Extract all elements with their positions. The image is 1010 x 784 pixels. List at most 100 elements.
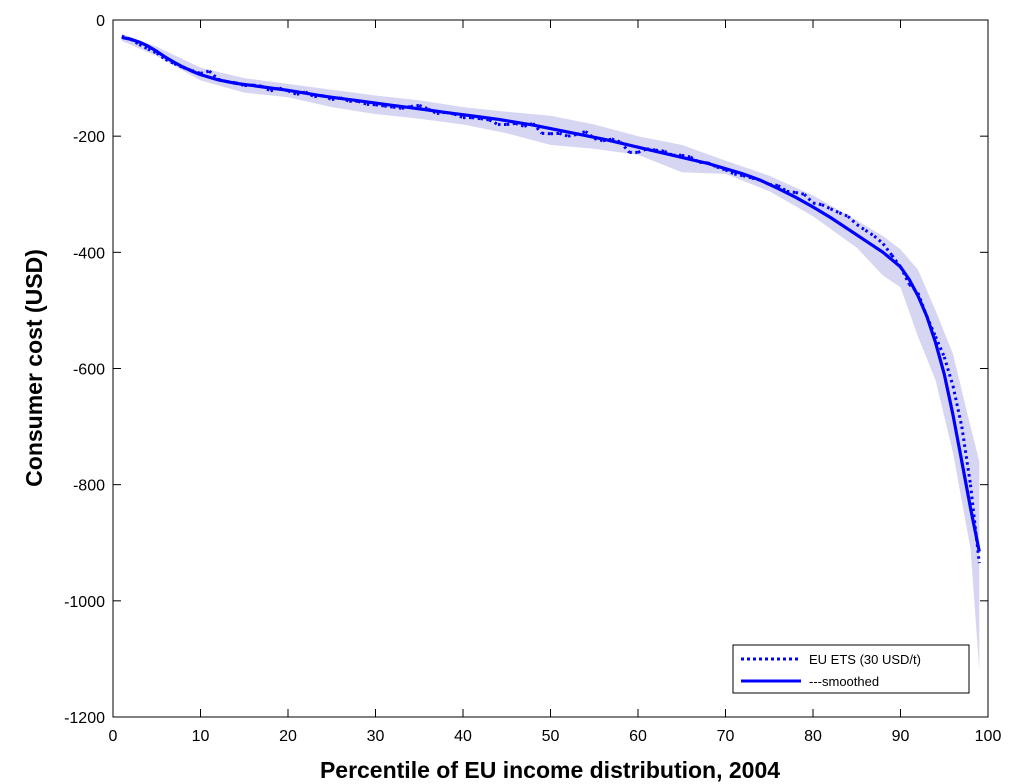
ets-series-segment	[942, 356, 955, 387]
ets-series-segment	[803, 193, 815, 205]
ets-series-segment	[873, 234, 884, 245]
legend: EU ETS (30 USD/t) ---smoothed	[732, 644, 970, 694]
ets-series-segment	[663, 149, 674, 157]
x-tick-label: 60	[629, 728, 647, 745]
ets-series-segment	[375, 103, 385, 108]
legend-label-smoothed: ---smoothed	[809, 674, 879, 689]
ets-series-segment	[655, 148, 665, 153]
ets-series-segment	[217, 77, 228, 84]
ets-series-segment	[304, 90, 316, 99]
ets-series-segment	[969, 484, 981, 564]
ets-series-segment	[208, 70, 220, 81]
ets-series-segment	[646, 147, 656, 152]
x-tick-label: 10	[192, 728, 210, 745]
ets-series-segment	[786, 189, 796, 194]
ets-series-segment	[436, 110, 446, 115]
x-tick-label: 0	[109, 728, 118, 745]
x-tick-label: 50	[542, 728, 560, 745]
x-tick-label: 30	[367, 728, 385, 745]
ets-series-segment	[916, 292, 929, 317]
ets-series-segment	[724, 168, 735, 176]
y-tick-label: 0	[96, 13, 105, 30]
ets-series-segment	[410, 103, 420, 108]
ets-series-segment	[593, 137, 604, 143]
ets-series-segment	[331, 96, 341, 102]
ets-series-segment	[427, 107, 438, 115]
ets-series-segment	[384, 104, 394, 109]
ets-series-segment	[699, 160, 709, 165]
smoothed-series-line	[121, 35, 981, 552]
y-tick-label: -800	[73, 478, 105, 495]
y-axis-title: Consumer cost (USD)	[21, 249, 47, 487]
ets-series-segment	[278, 86, 289, 93]
ets-series-segment	[453, 112, 464, 119]
ets-series-segment	[838, 211, 849, 218]
ets-series-segment	[812, 201, 823, 207]
ets-series-segment	[270, 86, 280, 93]
x-tick-label: 100	[975, 728, 1002, 745]
y-tick-label: -1200	[64, 710, 105, 727]
ets-series-segment	[138, 43, 149, 51]
ets-series-segment	[855, 223, 867, 232]
ets-series-segment	[506, 121, 516, 126]
ets-series-segment	[339, 96, 350, 103]
ets-series-segment	[392, 105, 403, 110]
ets-series-segment	[226, 80, 236, 85]
ets-series-segment	[314, 94, 324, 99]
ets-series-segment	[777, 184, 788, 193]
ets-series-segment	[707, 161, 718, 169]
y-tick-label: -600	[73, 362, 105, 379]
ets-series-segment	[488, 118, 499, 126]
x-tick-label: 80	[804, 728, 822, 745]
ets-series-segment	[846, 215, 858, 226]
x-tick-label: 20	[279, 728, 297, 745]
ets-series-segment	[689, 155, 701, 164]
ets-series-segment	[637, 147, 648, 154]
ets-series-segment	[864, 229, 876, 238]
ets-series-segment	[576, 130, 586, 136]
ets-series-segment	[287, 89, 298, 96]
ets-series-segment	[357, 99, 368, 106]
ets-series-segment	[129, 37, 141, 46]
y-tick-label: -400	[73, 245, 105, 262]
ets-series-segment	[951, 385, 964, 427]
ets-series-segment	[471, 116, 481, 121]
ets-series-segment	[515, 121, 525, 128]
ets-series-segment	[602, 137, 613, 143]
ets-series-segment	[829, 207, 840, 215]
ets-series-segment	[296, 90, 306, 96]
y-axis-ticks: 0 -200 -400 -600 -800 -1000 -1200	[64, 13, 988, 727]
ets-series-segment	[155, 51, 167, 61]
ets-series-segment	[366, 102, 376, 107]
ets-series-segment	[925, 315, 937, 338]
ets-series-segment	[191, 69, 201, 75]
x-tick-label: 40	[454, 728, 472, 745]
ets-series-segment	[681, 153, 691, 159]
ets-series-segment	[261, 84, 272, 93]
ets-series-segment	[550, 131, 560, 136]
ets-series-segment	[200, 69, 210, 75]
ets-series-segment	[121, 34, 131, 41]
ets-series-segment	[182, 66, 193, 72]
x-tick-label: 90	[892, 728, 910, 745]
ets-series-segment	[480, 117, 490, 122]
ets-series-segment	[751, 176, 761, 182]
x-tick-label: 70	[717, 728, 735, 745]
ets-series-segment	[742, 174, 753, 180]
ets-series-segment	[401, 105, 411, 110]
ets-series-segment	[960, 426, 972, 485]
legend-label-ets: EU ETS (30 USD/t)	[809, 652, 921, 667]
ets-series-segment	[147, 47, 158, 55]
ets-series-segment	[235, 81, 245, 88]
ets-series-segment	[531, 122, 543, 135]
ets-series-segment	[769, 182, 779, 187]
ets-series-segment	[890, 254, 902, 268]
ets-series-segment	[164, 58, 175, 65]
ets-series-segment	[418, 104, 429, 111]
ets-series-segment	[716, 165, 726, 172]
ets-series-points	[121, 34, 981, 564]
x-axis-ticks: 0 10 20 30 40 50 60 70 80 90 100	[109, 20, 1002, 745]
y-tick-label: -1000	[64, 594, 105, 611]
ets-series-segment	[611, 137, 621, 144]
ets-series-segment	[173, 62, 184, 69]
